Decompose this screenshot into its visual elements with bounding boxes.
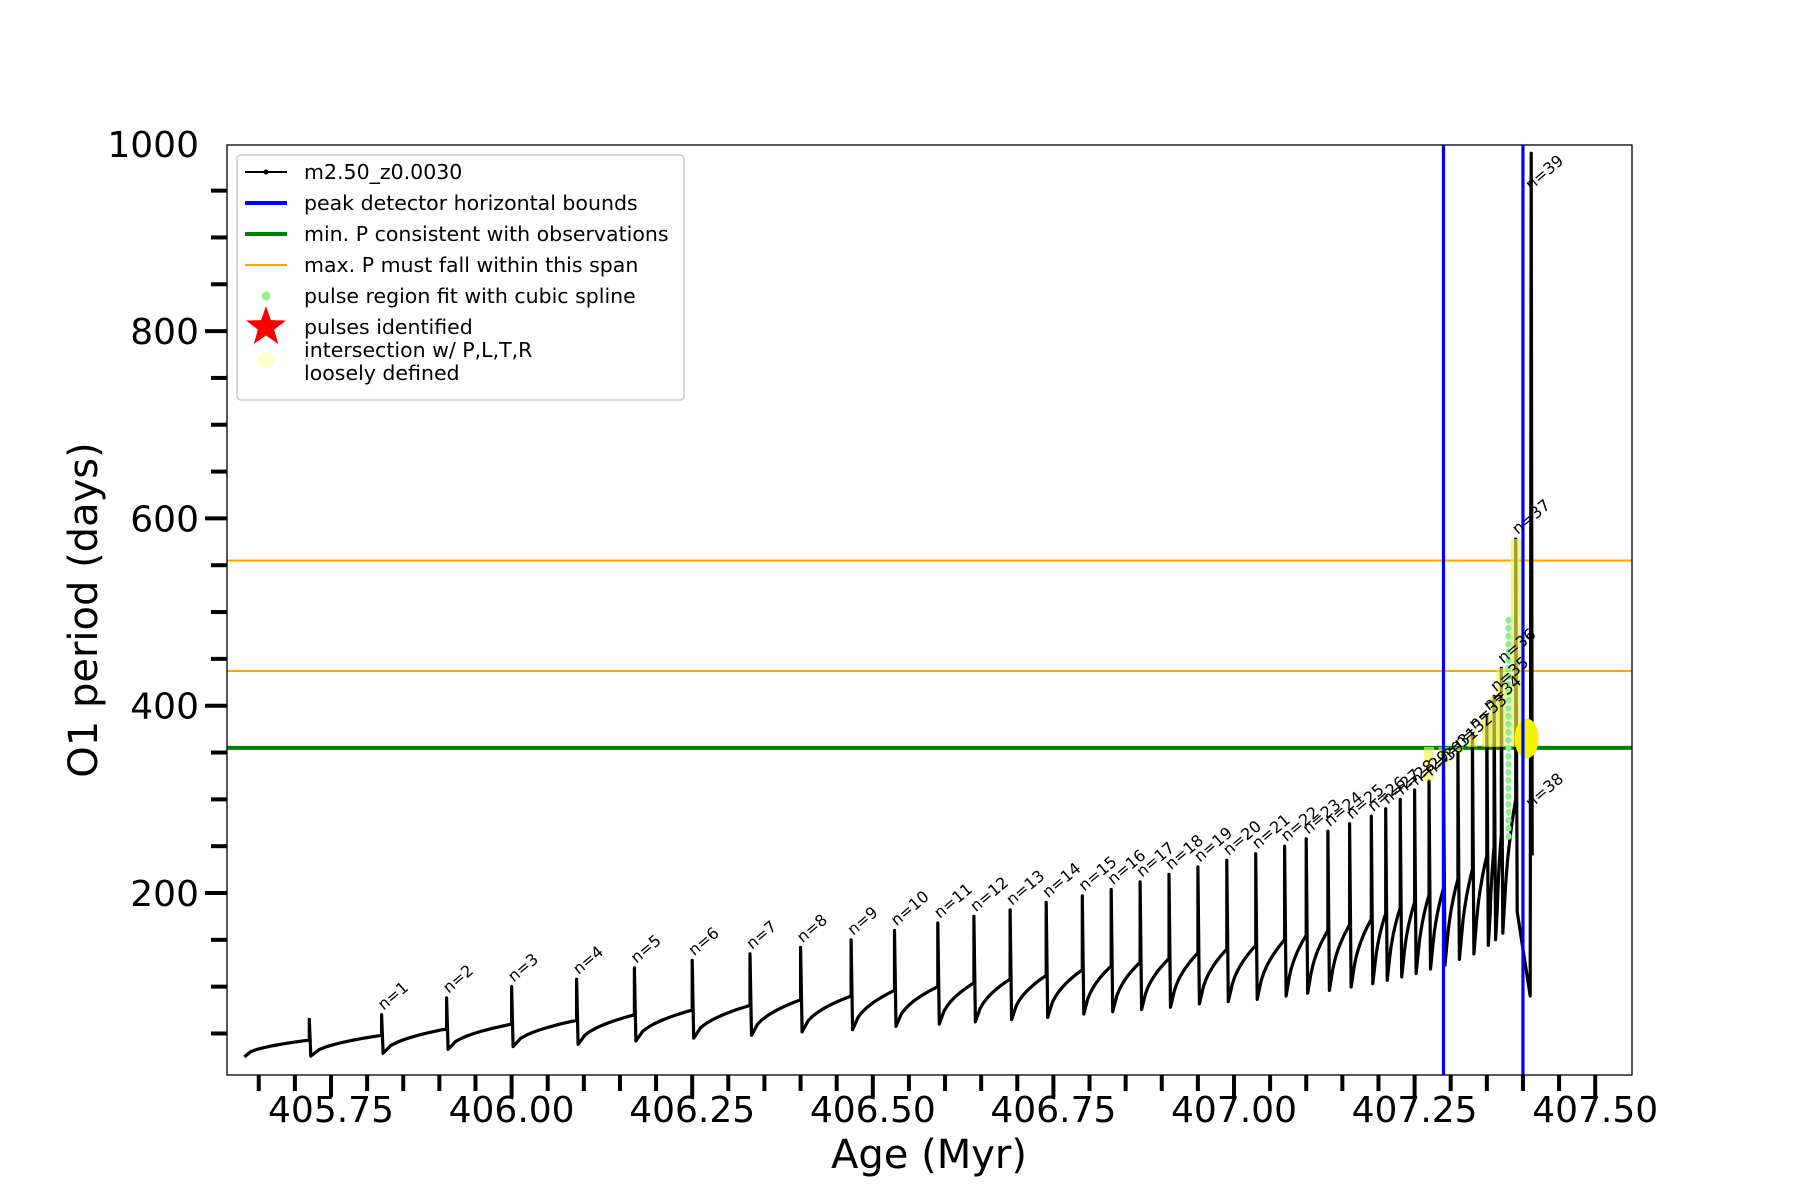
plot-frame: [226, 144, 1633, 1076]
axes: 200 400 600 800 1000 405.75 406.00 406.25 406.50…: [107, 125, 1658, 1131]
intersection-marker: [1514, 718, 1539, 759]
legend-label-1: peak detector horizontal bounds: [304, 191, 638, 215]
x-tick-label-7: 407.50: [1532, 1090, 1658, 1131]
y-tick-label-400: 400: [130, 687, 199, 728]
x-tick-label-4: 406.75: [990, 1090, 1116, 1131]
x-tick-label-0: 405.75: [268, 1090, 394, 1131]
y-axis-label: O1 period (days): [61, 442, 107, 777]
x-axis-label: Age (Myr): [831, 1132, 1027, 1178]
x-tick-label-5: 407.00: [1171, 1090, 1297, 1131]
legend-label-2: min. P consistent with observations: [304, 222, 669, 246]
legend-dot-6: [258, 352, 274, 368]
x-tick-label-3: 406.50: [810, 1090, 936, 1131]
legend-label-4: pulse region fit with cubic spline: [304, 284, 636, 308]
x-tick-label-1: 406.00: [449, 1090, 575, 1131]
legend-label-5: pulses identified: [304, 315, 473, 339]
legend-label-6-1: loosely defined: [304, 361, 460, 385]
x-tick-label-2: 406.25: [629, 1090, 755, 1131]
x-tick-label-6: 407.25: [1352, 1090, 1478, 1131]
y-tick-label-1000: 1000: [107, 125, 199, 166]
y-tick-label-200: 200: [130, 874, 199, 915]
legend-label-0: m2.50_z0.0030: [304, 160, 462, 185]
legend-marker-series: [263, 169, 269, 175]
y-tick-label-600: 600: [130, 499, 199, 540]
legend-label-6-0: intersection w/ P,L,T,R: [304, 338, 532, 362]
legend-frame: [236, 154, 685, 401]
y-tick-label-800: 800: [130, 312, 199, 353]
legend-star-icon: [246, 306, 286, 344]
plot-area: [227, 145, 1632, 1075]
legend-dot-4: [261, 291, 271, 301]
legend-label-3: max. P must fall within this span: [304, 253, 638, 277]
